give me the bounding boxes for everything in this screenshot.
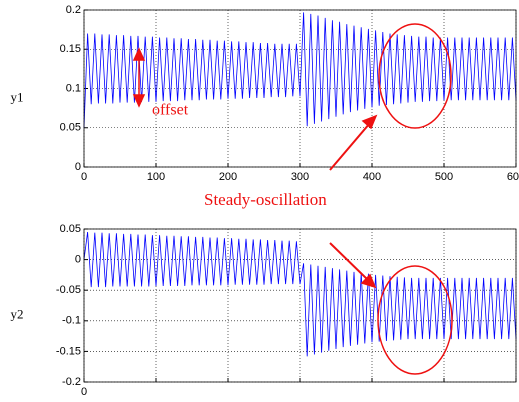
y-tick-label: 0.2 xyxy=(66,4,81,16)
x-tick-label: 100 xyxy=(147,171,165,183)
y-tick-label: 0.15 xyxy=(60,43,81,55)
y-tick-label: -0.1 xyxy=(62,315,81,327)
x-tick-label: 600 xyxy=(507,171,519,183)
y-tick-label: 0.05 xyxy=(60,223,81,235)
arrow-head xyxy=(132,94,146,108)
y-tick-label: 0.05 xyxy=(60,122,81,134)
signal-line xyxy=(83,232,517,357)
y-axis-label: y1 xyxy=(11,89,24,104)
x-tick-label: 500 xyxy=(435,171,453,183)
x-tick-label: 200 xyxy=(219,171,237,183)
annotation: offset xyxy=(152,102,189,119)
pointer-arrow xyxy=(329,122,371,171)
y-tick-label: 0 xyxy=(75,254,81,266)
pointer-arrow xyxy=(329,242,369,281)
plots: 0 0.05 0.1 0.15 0.2 0 100 200 300 400 500 600 y1 -0.2… xyxy=(11,4,519,398)
x-tick-label: 0 xyxy=(81,386,87,398)
arrow-head xyxy=(361,114,378,130)
y-tick-label: 0 xyxy=(75,161,81,173)
highlight-ellipse xyxy=(377,265,453,375)
y-axis-label: y2 xyxy=(11,306,24,321)
axes-box xyxy=(83,9,517,168)
y-tick-label: -0.2 xyxy=(62,376,81,388)
plot-area xyxy=(84,229,516,382)
arrow-head xyxy=(132,47,146,61)
annotation: Steady-oscillation xyxy=(204,190,327,209)
y-tick-label: 0.1 xyxy=(66,82,81,94)
y-tick-label: -0.15 xyxy=(56,345,81,357)
axes-box xyxy=(83,228,517,383)
x-tick-label: 300 xyxy=(291,171,309,183)
highlight-ellipse xyxy=(378,23,452,129)
signal-line xyxy=(83,12,517,128)
annotations xyxy=(132,23,453,375)
x-tick-label: 0 xyxy=(81,171,87,183)
x-tick-label: 400 xyxy=(363,171,381,183)
y-tick-label: -0.05 xyxy=(56,284,81,296)
arrow-head xyxy=(360,273,377,289)
